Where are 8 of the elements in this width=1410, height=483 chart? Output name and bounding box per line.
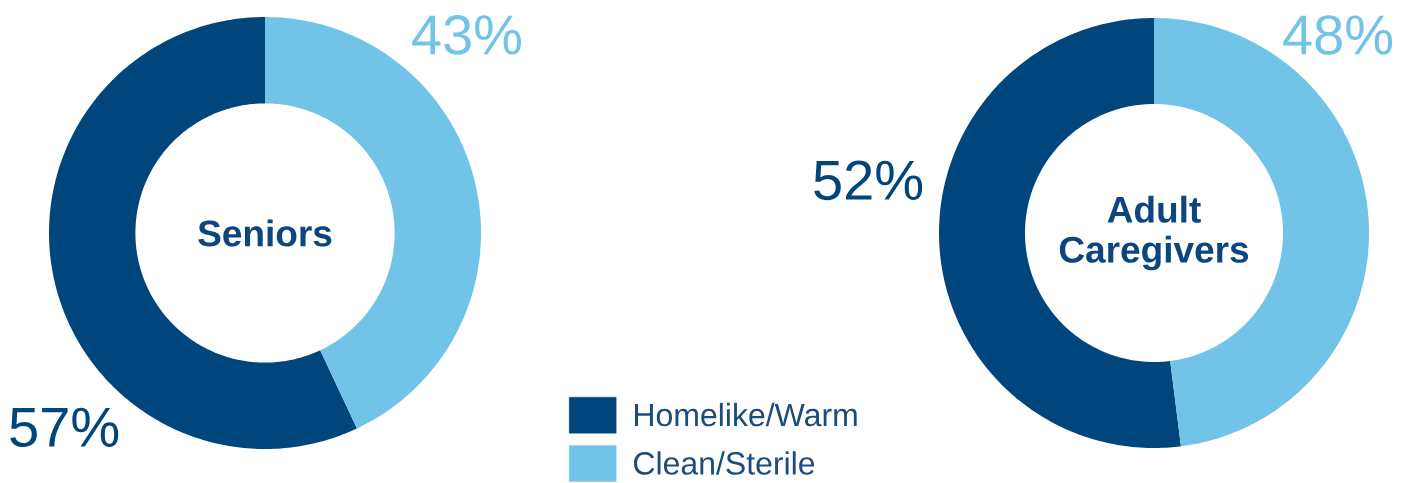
- text: Adult Caregivers: [1059, 195, 1249, 271]
- data-label: 43%: [412, 15, 521, 55]
- data-label: 57%: [10, 407, 119, 448]
- data-label: 52%: [814, 160, 923, 201]
- legend-label: Clean/Sterile: [634, 451, 815, 475]
- legend-label: Homelike/Warm: [635, 402, 857, 427]
- data-label: 48%: [1283, 15, 1393, 55]
- text: Seniors: [198, 219, 332, 247]
